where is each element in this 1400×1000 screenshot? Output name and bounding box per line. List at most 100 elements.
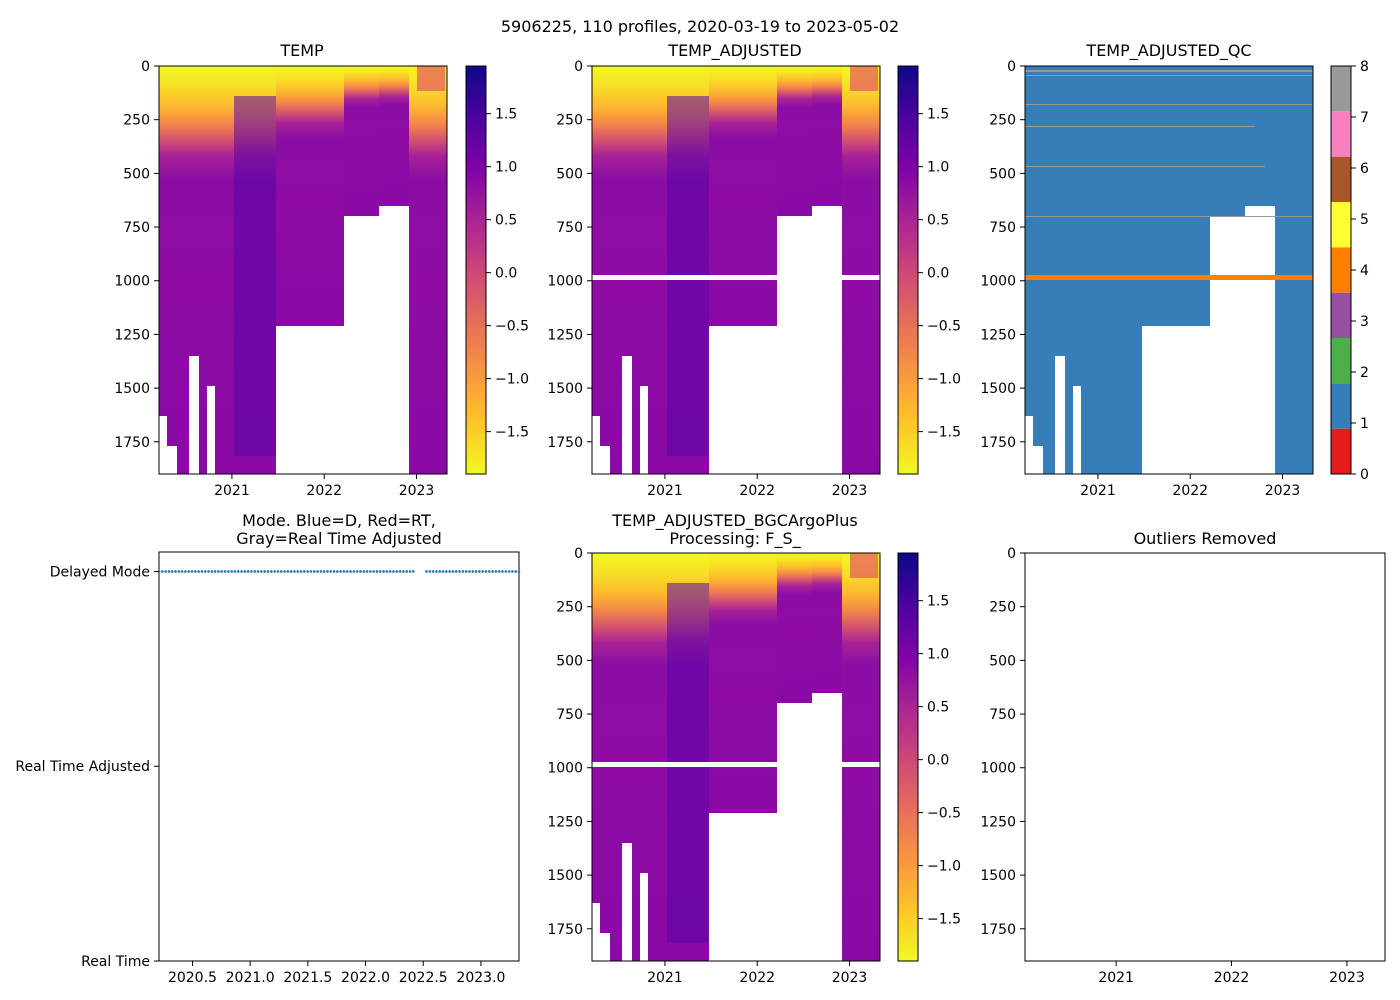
mode-point <box>461 570 465 573</box>
colorbar-tick-label: 1 <box>1360 416 1369 432</box>
colorbar-tick-label: 6 <box>1360 161 1369 177</box>
missing-data-region <box>1265 366 1275 474</box>
missing-data-region <box>167 446 177 474</box>
mode-point <box>339 570 342 573</box>
mode-point <box>491 570 494 573</box>
mode-point <box>190 570 194 573</box>
y-tick-label: 1250 <box>547 327 583 343</box>
mode-point <box>161 570 164 573</box>
y-tick-label: 1500 <box>114 381 150 397</box>
profile-block <box>777 553 812 703</box>
mode-point <box>342 570 346 573</box>
mode-point <box>223 570 227 573</box>
mode-point <box>293 570 296 573</box>
x-tick-label: 2021.5 <box>283 970 332 986</box>
qc-flag-8-line <box>1025 216 1313 217</box>
qc-flag-8-line <box>1025 126 1255 127</box>
colorbar-segment <box>1331 202 1351 248</box>
colorbar-tick-label: 1.0 <box>927 647 949 663</box>
mode-point <box>230 570 233 573</box>
figure-suptitle: 5906225, 110 profiles, 2020-03-19 to 202… <box>501 17 899 36</box>
warm-surface-patch <box>850 66 878 91</box>
mode-point <box>478 570 481 573</box>
colorbar-segment <box>1331 111 1351 157</box>
y-tick-label: 250 <box>123 113 150 129</box>
mode-point <box>286 570 290 573</box>
mode-point <box>359 570 362 573</box>
colorbar-tick-label: −1.5 <box>495 425 529 441</box>
panel-title: TEMP_ADJUSTED_QC <box>1085 41 1251 61</box>
missing-data-region <box>640 386 648 474</box>
mode-point <box>266 570 270 573</box>
colorbar: 1.5 1.0 0.5 0.0 −0.5 −1.0 −1.5 <box>897 552 961 962</box>
y-tick-label: 250 <box>556 600 583 616</box>
y-tick-label: 1750 <box>980 922 1016 938</box>
colorbar-tick-label: 1.5 <box>495 107 517 123</box>
mode-point <box>431 570 435 573</box>
panel-temp-adjusted: TEMP_ADJUSTED 0 250 500 750 1000 1250 1500 1750… <box>547 41 961 499</box>
colorbar-tick-label: 0.0 <box>495 266 517 282</box>
missing-data-region <box>189 356 199 474</box>
x-tick-label: 2023 <box>832 970 868 986</box>
x-tick-label: 2021 <box>647 970 683 986</box>
colorbar-ticks: 1.5 1.0 0.5 0.0 −0.5 −1.0 −1.5 <box>918 594 961 928</box>
mode-point <box>412 570 415 573</box>
profile-block <box>709 553 777 813</box>
y-tick-label: 1000 <box>114 274 150 290</box>
y-tick-label: 1500 <box>980 868 1016 884</box>
missing-data-region <box>592 416 600 474</box>
y-tick-label: 1000 <box>980 274 1016 290</box>
mode-point <box>435 570 438 573</box>
mode-point <box>273 570 276 573</box>
y-tick-label: 750 <box>989 707 1016 723</box>
mode-point <box>170 570 174 573</box>
mode-point <box>336 570 339 573</box>
y-tick-label: 0 <box>1007 546 1016 562</box>
panel-title-line2: Processing: F_S_ <box>669 529 801 549</box>
mode-point <box>517 570 521 573</box>
mode-point <box>352 570 356 573</box>
mode-point <box>332 570 336 573</box>
mode-point <box>309 570 313 573</box>
mode-point <box>369 570 372 573</box>
y-tick-label: 500 <box>123 166 150 182</box>
profile-block <box>812 66 842 206</box>
colorbar-segment <box>1331 338 1351 384</box>
mode-point <box>217 570 220 573</box>
profile-block <box>812 553 842 693</box>
y-ticks: Delayed Mode Real Time Adjusted Real Time <box>15 564 159 970</box>
mode-point <box>501 570 504 573</box>
qc-flag-8-line <box>1025 70 1313 72</box>
colorbar-tick-label: 5 <box>1360 212 1369 228</box>
mode-point <box>253 570 257 573</box>
profile-block <box>1142 66 1210 326</box>
panel-title: TEMP_ADJUSTED <box>667 41 801 61</box>
colorbar-tick-label: 1.0 <box>495 160 517 176</box>
profile-block <box>1245 66 1275 206</box>
profile-block <box>842 66 880 474</box>
mode-point <box>494 570 498 573</box>
y-ticks: 0 250 500 750 1000 1250 1500 1750 <box>980 546 1025 938</box>
colorbar-tick-label: 0.5 <box>495 213 517 229</box>
panel-temp-adjusted-qc: TEMP_ADJUSTED_QC 02505007501000125015001… <box>980 41 1369 499</box>
y-tick-label: 1500 <box>547 381 583 397</box>
colorbar-segment <box>1331 428 1351 474</box>
x-tick-label: 2023 <box>399 483 435 499</box>
missing-data-region <box>600 446 610 474</box>
missing-data-region <box>1033 446 1043 474</box>
heatmap-area <box>592 66 880 474</box>
x-tick-label: 2022 <box>739 970 775 986</box>
missing-data-region <box>1073 386 1081 474</box>
mode-point <box>312 570 316 573</box>
y-tick-label: 750 <box>989 220 1016 236</box>
gap-band <box>592 762 880 767</box>
x-tick-label: 2023 <box>1265 483 1301 499</box>
profile-block <box>379 66 409 206</box>
y-tick-label: 500 <box>556 166 583 182</box>
qc-flag-8-line <box>1025 104 1313 105</box>
colorbar-tick-label: 3 <box>1360 314 1369 330</box>
y-tick-label: 1250 <box>114 327 150 343</box>
colorbar-segment <box>1331 66 1351 112</box>
x-tick-label: 2022.0 <box>341 970 390 986</box>
